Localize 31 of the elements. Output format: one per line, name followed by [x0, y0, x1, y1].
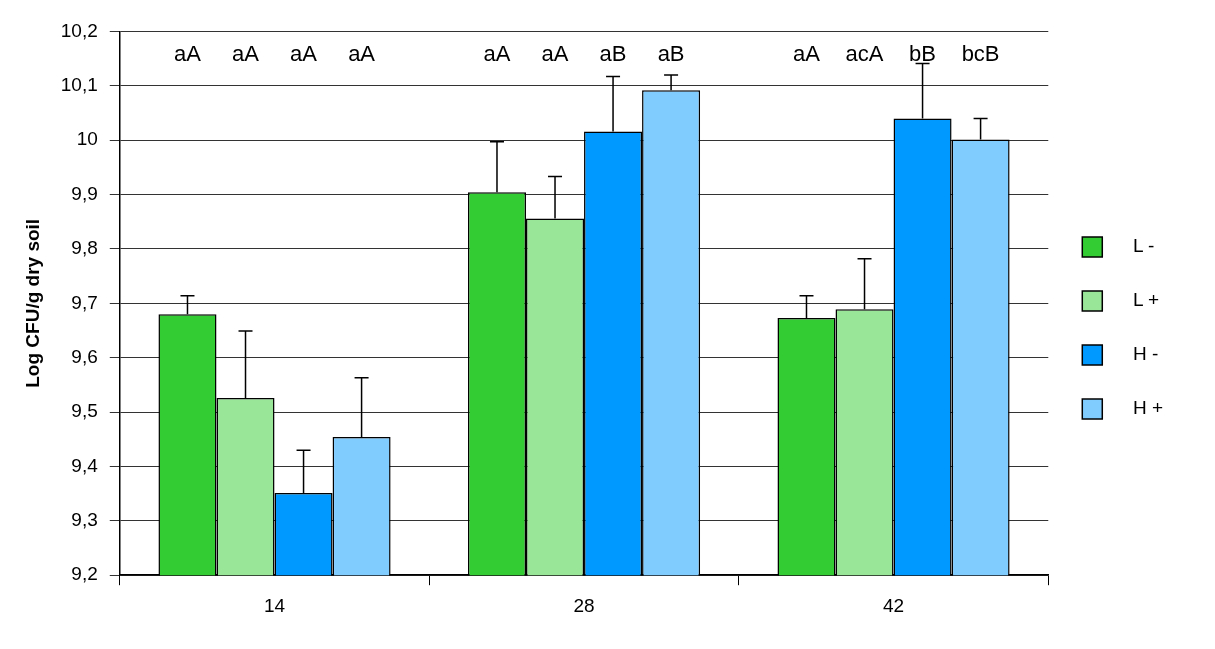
y-axis-title: Log CFU/g dry soil — [21, 218, 43, 388]
x-tick-label: 42 — [882, 594, 905, 616]
y-tick-label: 9,2 — [71, 563, 98, 585]
annotation: aA — [232, 41, 260, 67]
y-tick-label: 9,8 — [71, 237, 98, 259]
annotation: aB — [599, 41, 627, 67]
y-tick-label: 10 — [76, 128, 98, 150]
legend-label: H + — [1111, 397, 1164, 419]
y-tick-label: 9,5 — [71, 400, 98, 422]
annotation: aA — [348, 41, 376, 67]
annotation: aA — [174, 41, 202, 67]
y-tick-label: 10,2 — [60, 19, 98, 41]
legend-label: L + — [1111, 289, 1160, 311]
annotation: bcB — [961, 41, 1000, 67]
x-tick-label: 14 — [263, 594, 286, 616]
annotation: aA — [483, 41, 511, 67]
legend-label: L - — [1111, 235, 1155, 257]
x-tick-label: 28 — [573, 594, 595, 616]
annotation: bB — [909, 41, 937, 67]
annotation: aA — [793, 41, 821, 67]
y-tick-label: 9,9 — [71, 182, 98, 204]
annotation: acA — [845, 41, 884, 67]
y-tick-label: 9,3 — [71, 509, 98, 531]
annotation: aA — [541, 41, 569, 67]
y-tick-label: 9,6 — [71, 345, 98, 367]
annotation: aA — [290, 41, 318, 67]
legend-label: H - — [1111, 343, 1159, 365]
y-tick-label: 10,1 — [60, 74, 98, 96]
y-tick-label: 9,4 — [71, 454, 99, 476]
y-tick-label: 9,7 — [71, 291, 98, 313]
annotation: aB — [657, 41, 685, 67]
